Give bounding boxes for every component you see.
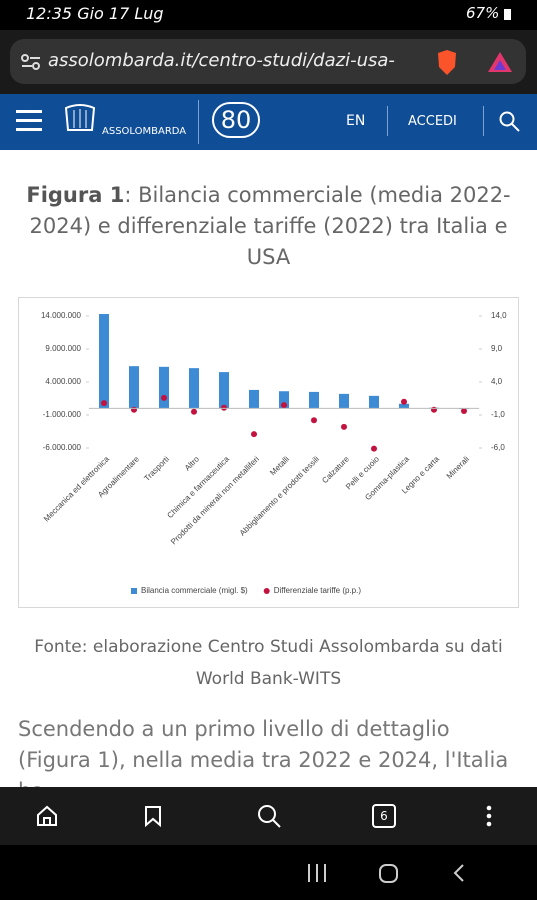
- dot: [311, 417, 317, 424]
- bar: [399, 403, 409, 409]
- y-tick-label: -6.000.000: [43, 443, 82, 452]
- paragraph: Scendendo a un primo livello di dettagli…: [18, 717, 509, 803]
- legend-swatch: [263, 588, 270, 594]
- time: 12:35 Gio 17 Lug: [26, 4, 164, 23]
- dot: [431, 406, 437, 413]
- divider: [483, 106, 484, 136]
- bar: [159, 366, 169, 409]
- bar: [249, 389, 259, 409]
- dot: [131, 406, 137, 413]
- dot: [281, 402, 287, 409]
- y2-tick-label: -1,0: [491, 410, 505, 419]
- dot: [371, 445, 377, 452]
- x-tick-label: Metalli: [268, 454, 291, 477]
- figure-caption: Figura 1: Bilancia commerciale (media 20…: [25, 180, 512, 273]
- y2-tick-label: 14,0: [491, 311, 507, 320]
- bar: [309, 391, 319, 409]
- bar: [99, 314, 109, 409]
- x-tick-label: Calzature: [320, 454, 351, 485]
- battery: 67%: [466, 4, 500, 22]
- y-tick-label: -1.000.000: [43, 410, 82, 419]
- url: assolombarda.it/centro-studi/dazi-usa-: [48, 50, 395, 71]
- browser-toolbar: 6: [0, 787, 537, 845]
- search-icon[interactable]: [257, 804, 281, 828]
- x-tick-label: Altro: [183, 454, 201, 472]
- tab-count[interactable]: 6: [372, 804, 396, 828]
- legend-swatch: [131, 588, 137, 594]
- home-icon[interactable]: [36, 805, 58, 827]
- x-tick-label: Minerali: [445, 454, 471, 480]
- bar: [369, 395, 379, 409]
- back-button[interactable]: [452, 863, 466, 883]
- figure-label: Figura 1: [26, 183, 125, 207]
- brave-icon[interactable]: [434, 49, 460, 77]
- x-tick-label: Trasporti: [142, 454, 171, 483]
- more-icon[interactable]: [485, 804, 493, 828]
- y2-tick-label: -6,0: [491, 443, 505, 452]
- caption-text: : Bilancia commerciale (media 2022-2024)…: [29, 183, 511, 269]
- divider: [198, 100, 199, 144]
- dot: [221, 404, 227, 411]
- divider: [387, 106, 388, 136]
- url-field[interactable]: assolombarda.it/centro-studi/dazi-usa-: [10, 39, 526, 84]
- dot: [401, 398, 407, 405]
- search-icon[interactable]: [499, 111, 521, 133]
- home-button[interactable]: [378, 863, 400, 883]
- y2-tick-label: 4,0: [491, 377, 503, 386]
- bar: [279, 391, 289, 409]
- login[interactable]: ACCEDI: [408, 114, 457, 129]
- dot: [461, 408, 467, 415]
- y-tick-label: 4.000.000: [45, 377, 81, 386]
- brand: ASSOLOMBARDA: [102, 126, 187, 137]
- bar: [339, 393, 349, 409]
- brand-icon: [64, 104, 96, 131]
- y2-tick-label: 9,0: [491, 344, 503, 353]
- bar: [219, 372, 229, 409]
- site-settings-icon: [21, 54, 40, 70]
- figure-source: Fonte: elaborazione Centro Studi Assolom…: [34, 637, 503, 689]
- bar: [129, 366, 139, 409]
- rewards-icon[interactable]: [486, 50, 514, 74]
- battery-icon: [504, 9, 511, 20]
- chart: -6.000.000 -1.000.000 4.000.000 9.000.000 14…: [18, 297, 519, 608]
- legend-label: Bilancia commerciale (migl. $): [141, 586, 248, 595]
- dot: [161, 394, 167, 401]
- dot: [191, 408, 197, 415]
- y-tick-label: 9.000.000: [45, 344, 81, 353]
- bar: [189, 368, 199, 409]
- bookmark-icon[interactable]: [144, 805, 162, 827]
- language[interactable]: EN: [346, 113, 366, 129]
- status-bar: 12:35 Gio 17 Lug 67%: [0, 0, 537, 30]
- browser-top: assolombarda.it/centro-studi/dazi-usa-: [0, 30, 537, 94]
- menu-icon[interactable]: [16, 110, 42, 132]
- y-tick-label: 14.000.000: [41, 311, 82, 320]
- dot: [341, 423, 347, 430]
- legend-label: Differenziale tariffe (p.p.): [274, 586, 362, 595]
- dot: [101, 400, 107, 407]
- logo: 80: [212, 102, 260, 138]
- dot: [251, 431, 257, 438]
- recents-button[interactable]: [306, 864, 328, 882]
- system-nav: [0, 845, 537, 900]
- site-nav: ASSOLOMBARDA 80 EN ACCEDI: [0, 94, 537, 150]
